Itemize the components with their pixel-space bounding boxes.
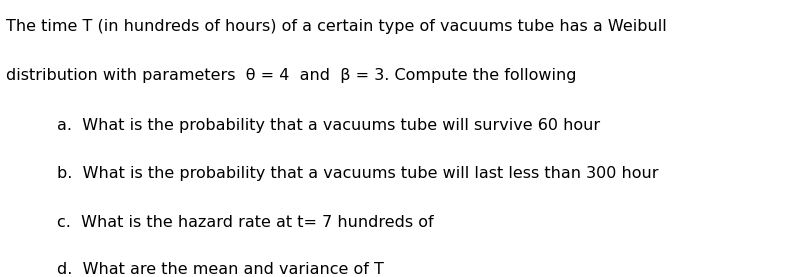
Text: d.  What are the mean and variance of T: d. What are the mean and variance of T (57, 262, 383, 277)
Text: b.  What is the probability that a vacuums tube will last less than 300 hour: b. What is the probability that a vacuum… (57, 166, 658, 181)
Text: distribution with parameters  θ = 4  and  β = 3. Compute the following: distribution with parameters θ = 4 and β… (6, 68, 577, 83)
Text: c.  What is the hazard rate at t= 7 hundreds of: c. What is the hazard rate at t= 7 hundr… (57, 215, 433, 230)
Text: The time T (in hundreds of hours) of a certain type of vacuums tube has a Weibul: The time T (in hundreds of hours) of a c… (6, 19, 667, 34)
Text: a.  What is the probability that a vacuums tube will survive 60 hour: a. What is the probability that a vacuum… (57, 118, 600, 133)
